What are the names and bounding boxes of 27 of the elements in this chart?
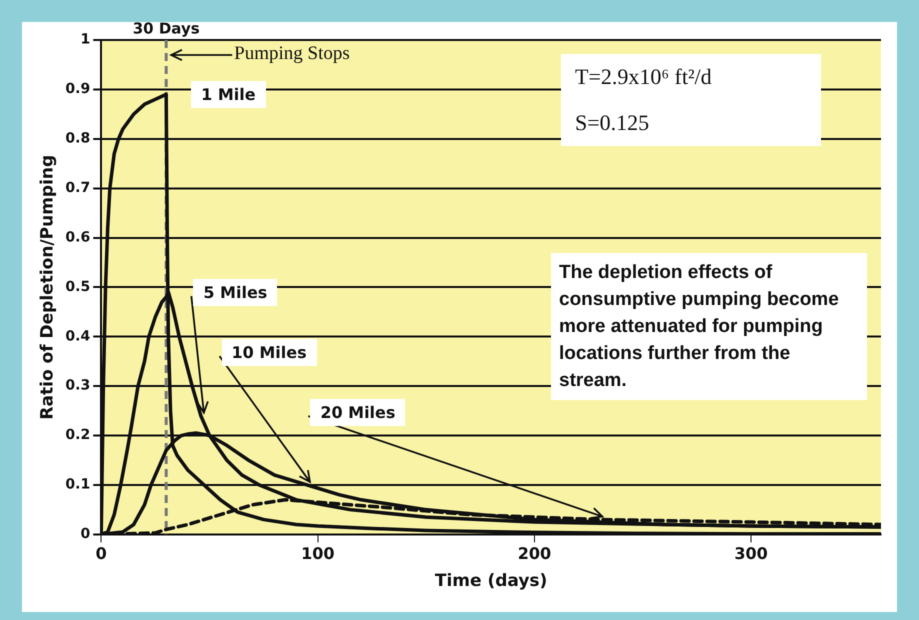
y-tick-label: 0.3 (65, 378, 90, 394)
y-tick-label: 0.1 (65, 476, 90, 493)
x-tick-label: 200 (518, 544, 552, 564)
y-tick-label: 0.2 (65, 427, 90, 444)
annotation: S=0.125 (574, 109, 650, 137)
y-tick-label: 1 (80, 32, 90, 48)
y-tick-label: 0 (80, 526, 90, 542)
note-box: T=2.9x10⁶ ft²/d S=0.125 (561, 54, 821, 146)
x-tick-label: 300 (734, 544, 768, 564)
x-tick-label: 0 (96, 544, 107, 564)
series-label: 5 Miles (193, 279, 278, 306)
text: 1 Mile (191, 81, 266, 108)
y-tick-label: 0.5 (65, 278, 90, 295)
x-axis-title: Time (days) (434, 571, 548, 592)
ref-line-label: 30 Days (132, 19, 200, 38)
y-tick-label: 0.7 (65, 180, 90, 196)
y-tick-label: 0.6 (65, 229, 90, 246)
y-tick-label: 0.8 (65, 130, 90, 147)
annotation: Pumping Stops (234, 43, 350, 65)
y-axis-title: Ratio of Depletion/Pumping (38, 154, 58, 420)
text: 20 Miles (310, 399, 406, 426)
y-tick-label: 0.9 (65, 81, 90, 98)
annotation: T=2.9x10⁶ ft²/d (574, 63, 713, 91)
y-tick-label: 0.4 (65, 328, 90, 344)
text: 10 Miles (222, 339, 317, 366)
x-tick-label: 100 (301, 544, 335, 564)
annotation: The depletion effects of consumptive pumping become more attenuated for pumping locations further from the stream. (551, 252, 867, 400)
